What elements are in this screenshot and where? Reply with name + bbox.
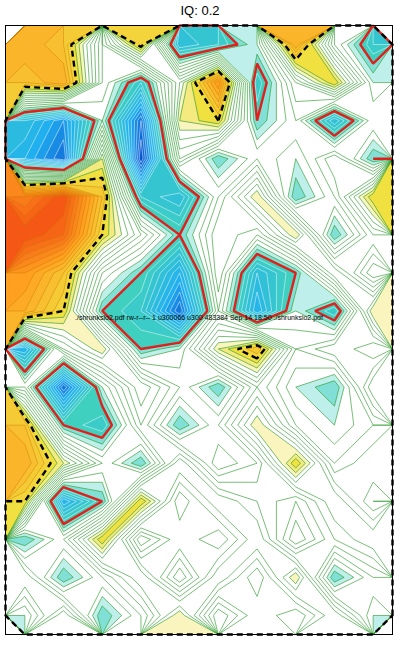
svg-text:./shrunkslo2.pdf rw-r--r-- 1 u: ./shrunkslo2.pdf rw-r--r-- 1 u300066 u30… xyxy=(75,314,323,322)
html-text:IQ: 0.2: IQ: 0.2 xyxy=(180,3,220,18)
